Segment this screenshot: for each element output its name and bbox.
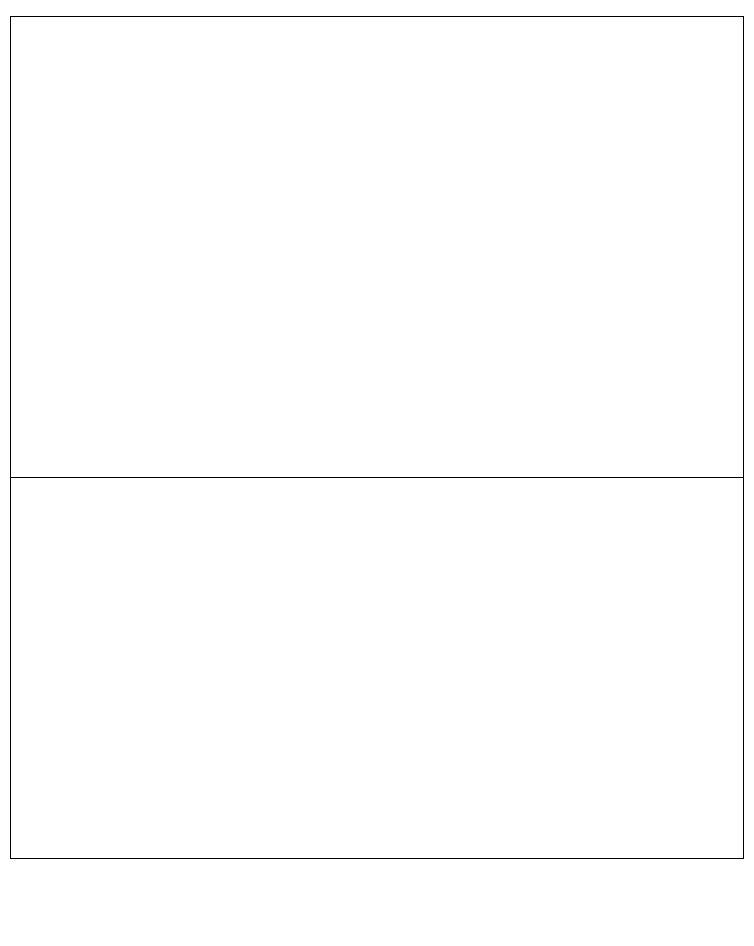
vaccination-chart	[11, 478, 743, 858]
top-chart-panel	[11, 17, 743, 478]
chart-container	[10, 16, 744, 859]
bottom-chart-panel	[11, 478, 743, 858]
source-attribution	[0, 859, 754, 863]
cases-chart	[11, 17, 743, 477]
chart-title	[0, 8, 754, 16]
